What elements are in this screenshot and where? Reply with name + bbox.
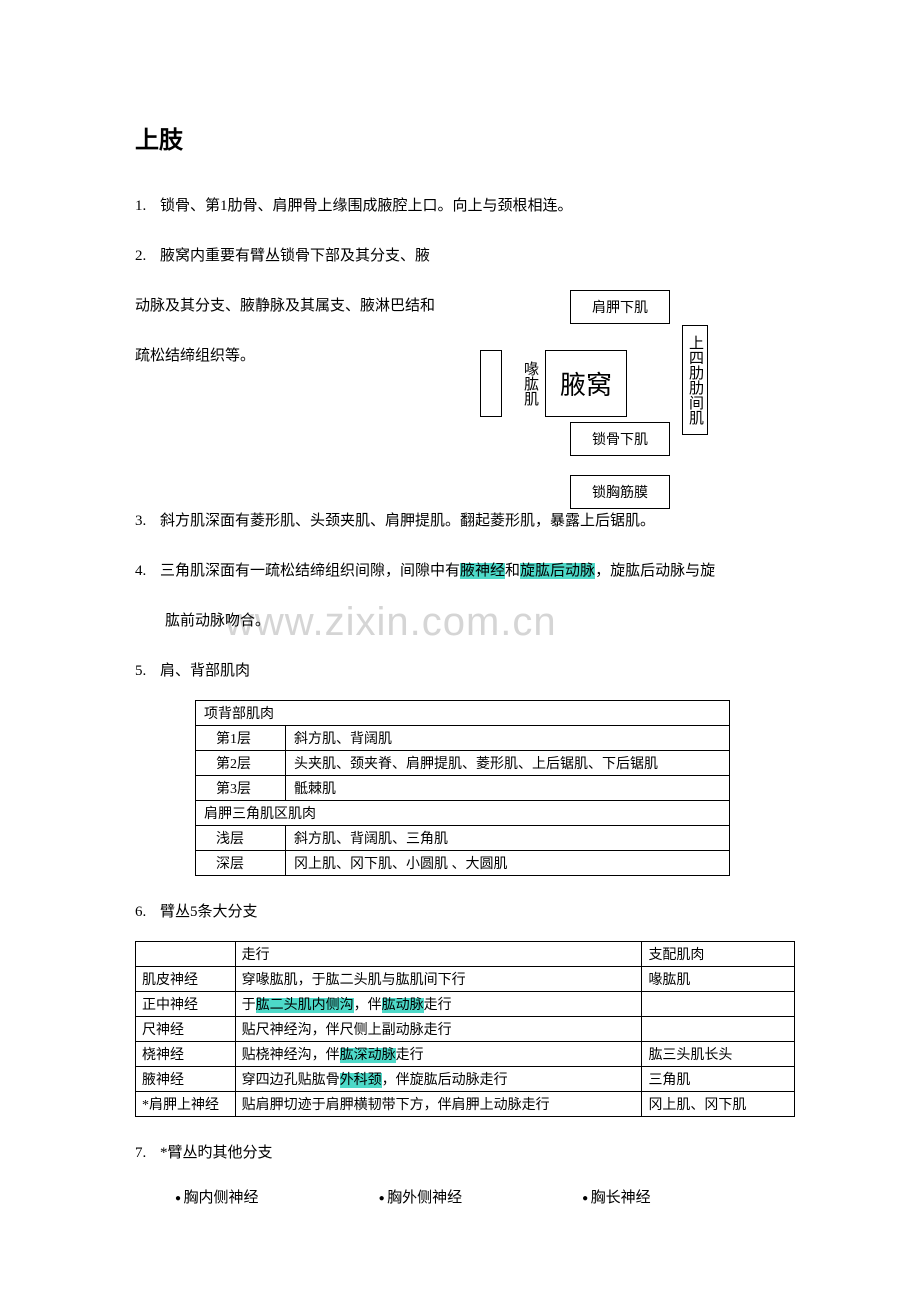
table-cell: 冈上肌、冈下肌、小圆肌 、大圆肌	[286, 851, 730, 876]
diag-bot1-box: 锁骨下肌	[570, 422, 670, 456]
item-4-line2: 肱前动脉吻合。	[135, 600, 790, 642]
item-2-line: 疏松结缔组织等。	[135, 335, 505, 377]
table-header	[136, 942, 236, 967]
table-cell: 贴肩胛切迹于肩胛横韧带下方，伴肩胛上动脉走行	[235, 1092, 642, 1117]
item-text: 腋窝内重要有臂丛锁骨下部及其分支、腋	[160, 248, 430, 264]
table-cell: 穿喙肱肌，于肱二头肌与肱肌间下行	[235, 967, 642, 992]
highlight: 外科颈	[340, 1073, 382, 1088]
table-cell: 喙肱肌	[642, 967, 795, 992]
highlight: 旋肱后动脉	[520, 563, 595, 579]
table-cell: 尺神经	[136, 1017, 236, 1042]
diag-left-box	[480, 350, 502, 417]
table-cell: *肩胛上神经	[136, 1092, 236, 1117]
item-text-post: ，旋肱后动脉与旋	[595, 563, 715, 579]
bullet-item: 胸内侧神经	[175, 1186, 259, 1207]
nerve-table-6: 走行 支配肌肉 肌皮神经 穿喙肱肌，于肱二头肌与肱肌间下行 喙肱肌 正中神经 于…	[135, 941, 795, 1117]
diag-top-box: 肩胛下肌	[570, 290, 670, 324]
muscle-table-5: 项背部肌肉 第1层斜方肌、背阔肌 第2层头夹肌、颈夹脊、肩胛提肌、菱形肌、上后锯…	[195, 700, 730, 876]
item-3: 3.斜方肌深面有菱形肌、头颈夹肌、肩胛提肌。翻起菱形肌，暴露上后锯肌。	[135, 500, 790, 542]
table-cell: 冈上肌、冈下肌	[642, 1092, 795, 1117]
table-cell: 第1层	[196, 726, 286, 751]
item-num: 5.	[135, 650, 160, 692]
table-cell: 肌皮神经	[136, 967, 236, 992]
table-cell: 腋神经	[136, 1067, 236, 1092]
table-cell: 斜方肌、背阔肌	[286, 726, 730, 751]
diag-center-box: 腋窝	[545, 350, 627, 417]
table-header: 项背部肌肉	[196, 701, 730, 726]
document-content: 上肢 1.锁骨、第1肋骨、肩胛骨上缘围成腋腔上口。向上与颈根相连。 肩胛下肌 喙…	[135, 120, 790, 1207]
bullet-item: 胸长神经	[582, 1186, 651, 1207]
table-header: 支配肌肉	[642, 942, 795, 967]
table-cell: 桡神经	[136, 1042, 236, 1067]
table-cell: 斜方肌、背阔肌、三角肌	[286, 826, 730, 851]
item-num: 7.	[135, 1132, 160, 1174]
item-text: *臂丛旳其他分支	[160, 1145, 273, 1161]
item-2: 2.腋窝内重要有臂丛锁骨下部及其分支、腋	[135, 235, 505, 277]
item-num: 1.	[135, 185, 160, 227]
page-title: 上肢	[135, 120, 790, 155]
item-5: 5.肩、背部肌肉	[135, 650, 790, 692]
table-cell: 浅层	[196, 826, 286, 851]
table-cell: 头夹肌、颈夹脊、肩胛提肌、菱形肌、上后锯肌、下后锯肌	[286, 751, 730, 776]
item-7: 7.*臂丛旳其他分支	[135, 1132, 790, 1174]
table-header: 走行	[235, 942, 642, 967]
item-num: 2.	[135, 235, 160, 277]
highlight: 肱深动脉	[340, 1048, 396, 1063]
item-text: 肩、背部肌肉	[160, 663, 250, 679]
diag-right-box: 上四肋肋间肌	[682, 325, 709, 435]
item-num: 3.	[135, 500, 160, 542]
item-num: 6.	[135, 891, 160, 933]
table-cell	[642, 992, 795, 1017]
table-cell: 第3层	[196, 776, 286, 801]
item-text: 臂丛5条大分支	[160, 904, 258, 920]
bullet-list-7: 胸内侧神经 胸外侧神经 胸长神经	[175, 1186, 790, 1207]
highlight: 肱二头肌内侧沟	[256, 998, 354, 1013]
table-cell: 深层	[196, 851, 286, 876]
table-cell: 贴尺神经沟，伴尺侧上副动脉走行	[235, 1017, 642, 1042]
bullet-item: 胸外侧神经	[379, 1186, 463, 1207]
item-text-mid: 和	[505, 563, 520, 579]
table-cell: 第2层	[196, 751, 286, 776]
table-cell: 肱三头肌长头	[642, 1042, 795, 1067]
item-2-line: 动脉及其分支、腋静脉及其属支、腋淋巴结和	[135, 285, 505, 327]
item-1: 1.锁骨、第1肋骨、肩胛骨上缘围成腋腔上口。向上与颈根相连。	[135, 185, 790, 227]
item-6: 6.臂丛5条大分支	[135, 891, 790, 933]
item-4: 4.三角肌深面有一疏松结缔组织间隙，间隙中有腋神经和旋肱后动脉，旋肱后动脉与旋	[135, 550, 790, 592]
item-text-pre: 三角肌深面有一疏松结缔组织间隙，间隙中有	[160, 563, 460, 579]
axilla-diagram: 肩胛下肌 喙肱肌 腋窝 上四肋肋间肌 锁骨下肌 锁胸筋膜	[480, 290, 680, 520]
table-cell: 穿四边孔贴肱骨外科颈，伴旋肱后动脉走行	[235, 1067, 642, 1092]
table-cell: 贴桡神经沟，伴肱深动脉走行	[235, 1042, 642, 1067]
table-header: 肩胛三角肌区肌肉	[196, 801, 730, 826]
table-cell: 三角肌	[642, 1067, 795, 1092]
table-cell: 骶棘肌	[286, 776, 730, 801]
diag-mid-label: 喙肱肌	[520, 350, 540, 417]
highlight: 腋神经	[460, 563, 505, 579]
table-cell	[642, 1017, 795, 1042]
table-cell: 正中神经	[136, 992, 236, 1017]
highlight: 肱动脉	[382, 998, 424, 1013]
diag-bot2-box: 锁胸筋膜	[570, 475, 670, 509]
item-num: 4.	[135, 550, 160, 592]
table-cell: 于肱二头肌内侧沟，伴肱动脉走行	[235, 992, 642, 1017]
item-text: 锁骨、第1肋骨、肩胛骨上缘围成腋腔上口。向上与颈根相连。	[160, 198, 573, 214]
